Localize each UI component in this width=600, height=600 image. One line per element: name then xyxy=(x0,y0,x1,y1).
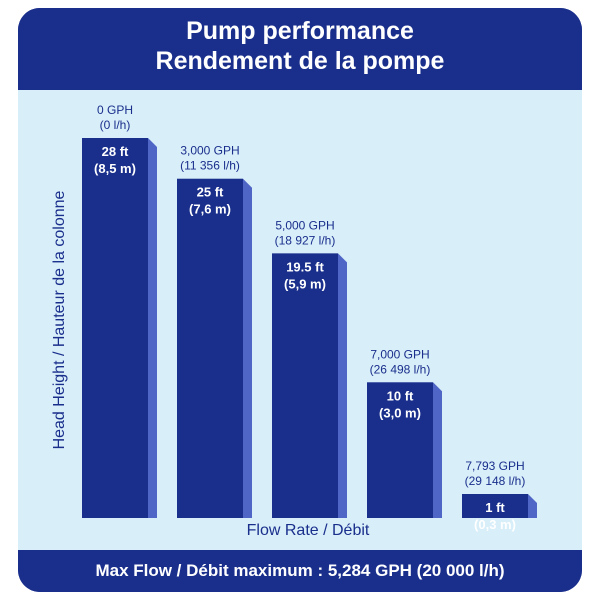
bar-side-3 xyxy=(433,382,442,518)
bar-value-ft-1: 25 ft xyxy=(197,185,224,200)
bar-side-2 xyxy=(338,253,347,518)
pump-performance-card: Pump performance Rendement de la pompe H… xyxy=(18,8,582,592)
max-flow-footer: Max Flow / Débit maximum : 5,284 GPH (20… xyxy=(18,550,582,592)
flow-lh-label-4: (29 148 l/h) xyxy=(465,474,526,488)
bars-group: 28 ft (8,5 m) 0 GPH(0 l/h) 25 ft (7,6 m) 3,00… xyxy=(82,103,537,532)
chart-title: Pump performance xyxy=(186,17,414,45)
chart-header: Pump performance Rendement de la pompe xyxy=(18,8,582,90)
bar-value-ft-3: 10 ft xyxy=(387,388,414,403)
flow-lh-label-2: (18 927 l/h) xyxy=(275,233,336,247)
bar-2 xyxy=(272,253,338,518)
bar-side-1 xyxy=(243,178,252,518)
flow-lh-label-1: (11 356 l/h) xyxy=(180,159,240,173)
bar-0 xyxy=(82,138,148,518)
x-axis-label: Flow Rate / Débit xyxy=(247,522,370,539)
chart-panel: Head Height / Hauteur de la colonne 28 f… xyxy=(18,90,582,550)
bar-value-m-3: (3,0 m) xyxy=(379,405,421,420)
bar-4 xyxy=(462,494,528,518)
flow-gph-label-4: 7,793 GPH xyxy=(465,459,524,473)
bar-value-m-4: (0,3 m) xyxy=(474,517,516,532)
flow-gph-label-0: 0 GPH xyxy=(97,103,133,117)
bar-value-ft-2: 19.5 ft xyxy=(286,259,324,274)
flow-gph-label-1: 3,000 GPH xyxy=(180,144,239,158)
flow-gph-label-2: 5,000 GPH xyxy=(275,218,334,232)
flow-lh-label-0: (0 l/h) xyxy=(100,118,131,132)
bar-value-m-2: (5,9 m) xyxy=(284,276,326,291)
bar-value-m-1: (7,6 m) xyxy=(189,202,231,217)
bar-side-4 xyxy=(528,494,537,518)
bar-value-ft-4: 1 ft xyxy=(485,500,505,515)
y-axis-label: Head Height / Hauteur de la colonne xyxy=(51,190,68,449)
bar-side-0 xyxy=(148,138,157,518)
flow-lh-label-3: (26 498 l/h) xyxy=(370,362,431,376)
bar-value-ft-0: 28 ft xyxy=(102,144,129,159)
bar-3 xyxy=(367,382,433,518)
bar-value-m-0: (8,5 m) xyxy=(94,161,136,176)
bar-chart: Head Height / Hauteur de la colonne 28 f… xyxy=(51,103,537,539)
flow-gph-label-3: 7,000 GPH xyxy=(370,347,429,361)
chart-subtitle: Rendement de la pompe xyxy=(155,47,445,75)
bar-1 xyxy=(177,178,243,518)
